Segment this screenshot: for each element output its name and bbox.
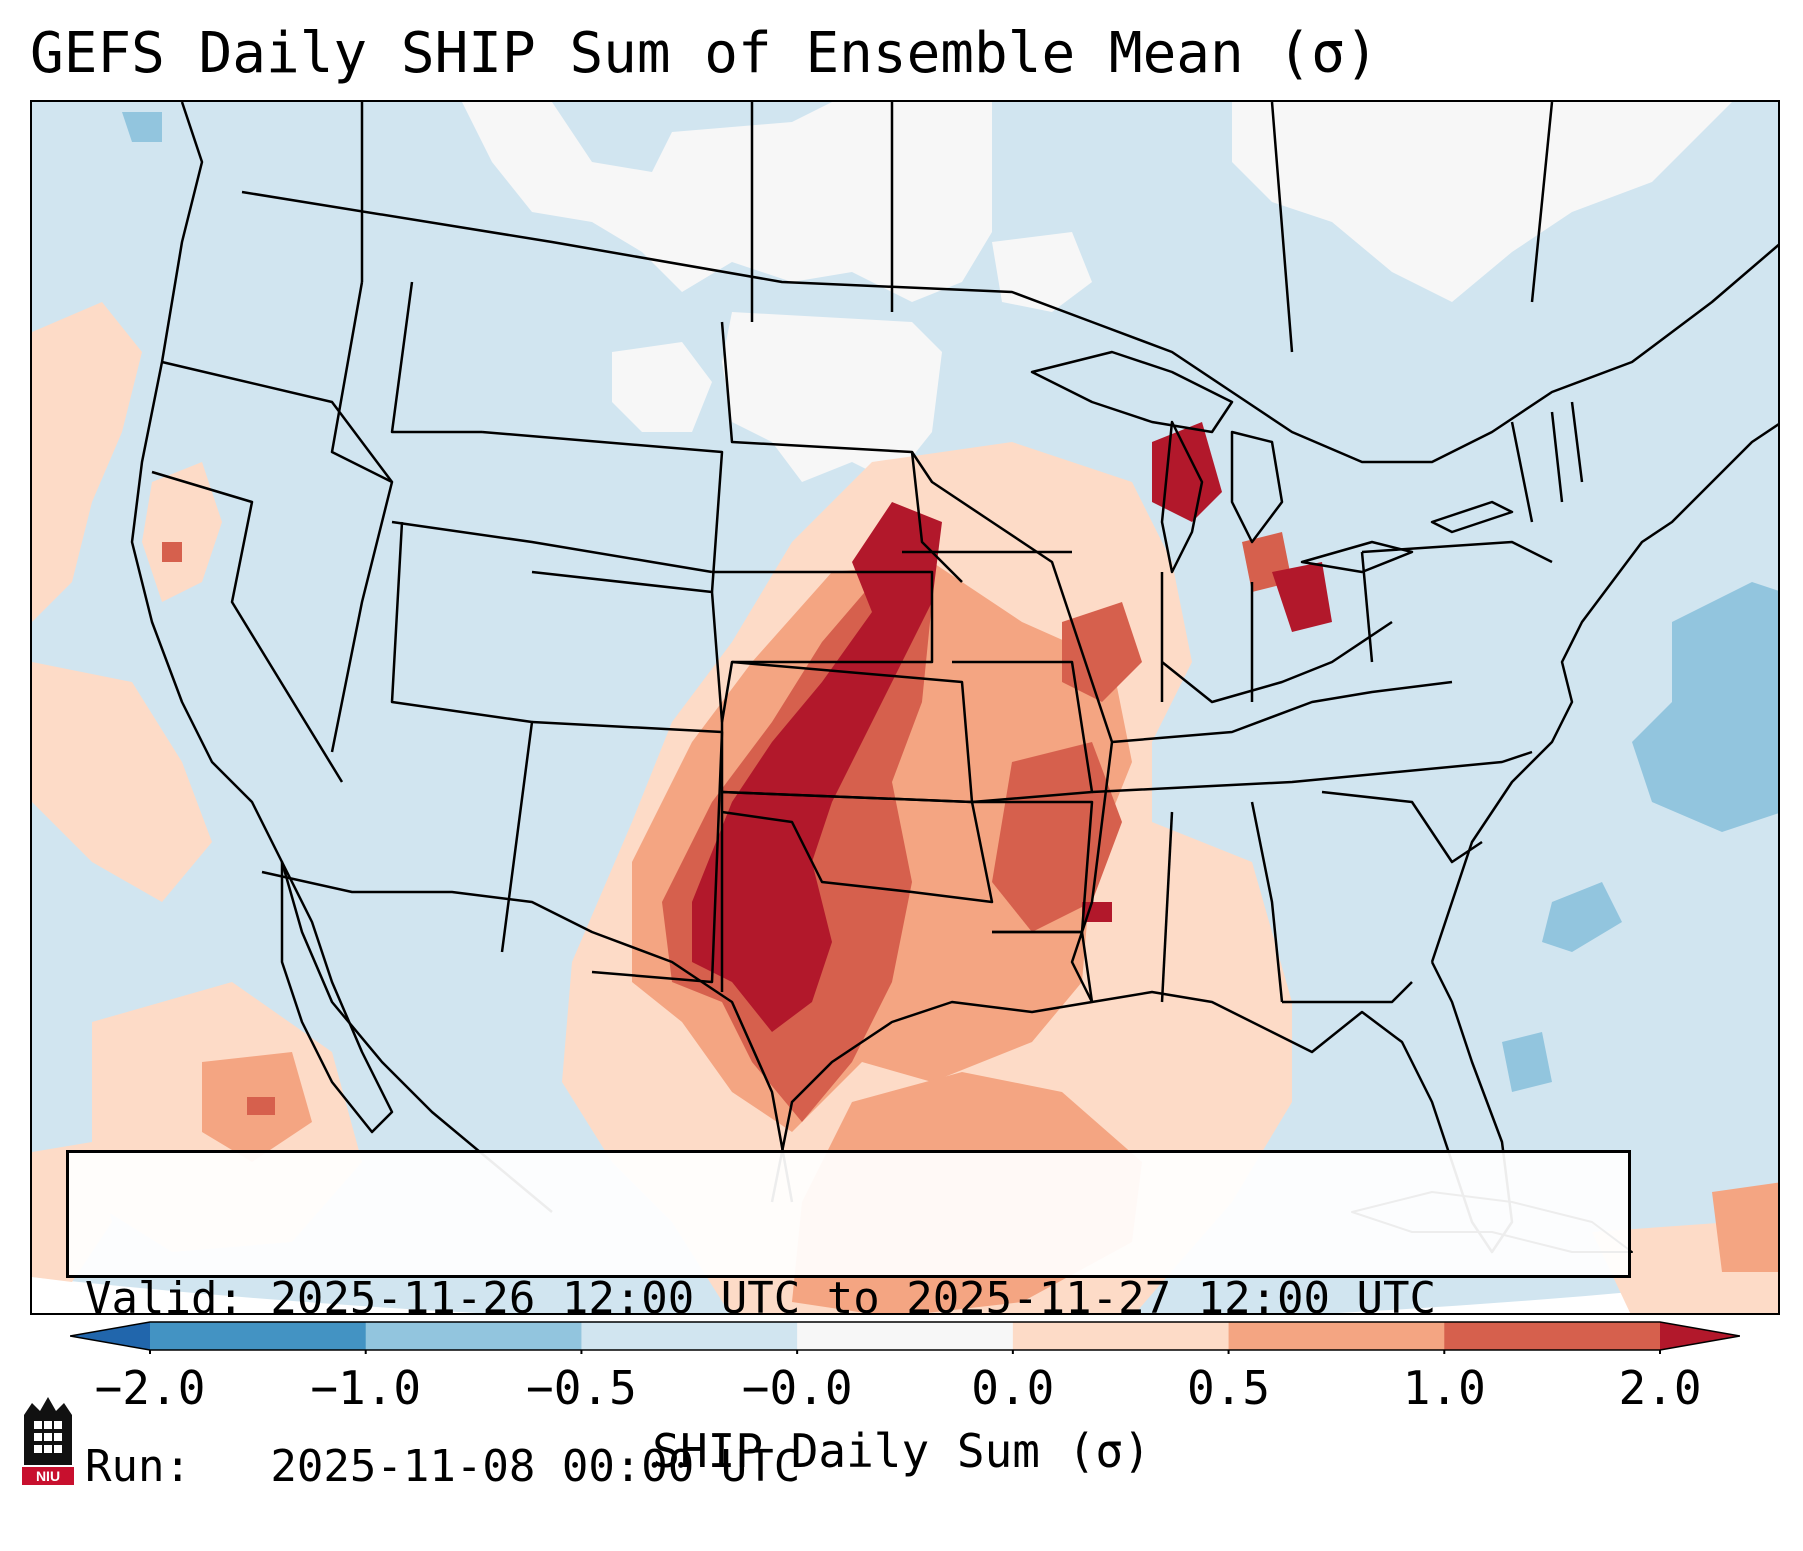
colorbar-tick-label: 2.0	[1618, 1361, 1702, 1415]
state-line-new-england	[1510, 401, 1584, 523]
colorbar-tick-label: −0.5	[526, 1361, 637, 1415]
run-time-line: Run: 2025-11-08 00:00 UTC	[85, 1441, 801, 1492]
colorbar-bin	[797, 1322, 1014, 1350]
colorbar-over-arrow	[1660, 1322, 1740, 1350]
state-line-wyoming	[481, 430, 724, 593]
colorbar	[70, 1321, 1740, 1354]
map-panel	[30, 100, 1780, 1315]
us-mexico-border	[261, 870, 794, 1203]
baja-california	[280, 860, 394, 1134]
map-boundaries	[130, 102, 1778, 1254]
atlantic-negative-patches	[122, 112, 1778, 1092]
chart-title: GEFS Daily SHIP Sum of Ensemble Mean (σ)	[30, 21, 1379, 86]
colorbar-bin	[1228, 1322, 1445, 1350]
colorbar-bin	[581, 1322, 798, 1350]
state-line-canada-provinces	[360, 102, 1554, 353]
colorbar-tick-label: 0.0	[971, 1361, 1055, 1415]
colorbar-tick-label: 1.0	[1402, 1361, 1486, 1415]
colorbar-bin	[365, 1322, 582, 1350]
colorbar-tick-label: −1.0	[310, 1361, 422, 1415]
state-line-ohio-river	[1161, 620, 1393, 704]
state-line-louisiana	[992, 930, 1094, 1003]
us-canada-border	[241, 190, 1778, 464]
state-line-ohio-pa	[1360, 551, 1374, 663]
near-zero-patches	[462, 102, 1732, 482]
colorbar-bin	[1444, 1322, 1661, 1350]
map-svg	[32, 102, 1778, 1313]
atlantic-coastline	[1430, 423, 1778, 963]
colorbar-tick-label: −2.0	[94, 1361, 206, 1415]
info-box: Valid: 2025-11-26 12:00 UTC to 2025-11-2…	[66, 1150, 1631, 1492]
state-line-missouri	[952, 660, 1094, 804]
colorbar-outline	[70, 1321, 1740, 1351]
state-line-nm	[531, 720, 724, 984]
colorbar-label: SHIP Daily Sum (σ)	[652, 1424, 1151, 1478]
niu-logo-icon: NIU	[22, 1397, 74, 1485]
state-line-nebraska	[712, 570, 934, 723]
state-line-mississippi-alabama	[1160, 811, 1174, 1003]
pacific-coastline	[130, 102, 553, 1213]
state-line-kentucky	[1111, 680, 1453, 744]
colorbar-tick-label: 0.5	[1187, 1361, 1271, 1415]
state-line-utah	[390, 521, 534, 953]
state-line-nevada	[151, 470, 344, 783]
colorbar-bins	[149, 1322, 1661, 1354]
colorbar-bin	[150, 1322, 367, 1350]
state-line-mississippi-river	[910, 451, 1114, 1003]
state-line-carolinas	[1321, 790, 1483, 864]
colorbar-bin	[1012, 1322, 1230, 1350]
state-line-oregon-idaho	[161, 360, 393, 483]
state-line-georgia-florida	[1282, 981, 1413, 1004]
valid-time-line: Valid: 2025-11-26 12:00 UTC to 2025-11-2…	[85, 1273, 1437, 1324]
colorbar-tick-label: −0.0	[741, 1361, 853, 1415]
colorbar-under-arrow	[70, 1322, 150, 1350]
svg-text:NIU: NIU	[36, 1468, 60, 1484]
state-line-mountain	[391, 520, 713, 574]
state-line-alabama-georgia	[1250, 801, 1284, 1003]
great-lakes	[1030, 350, 1514, 574]
state-line-tennessee	[1091, 750, 1533, 794]
state-line-pa-ny	[1361, 540, 1553, 564]
state-line-montana	[390, 281, 482, 434]
